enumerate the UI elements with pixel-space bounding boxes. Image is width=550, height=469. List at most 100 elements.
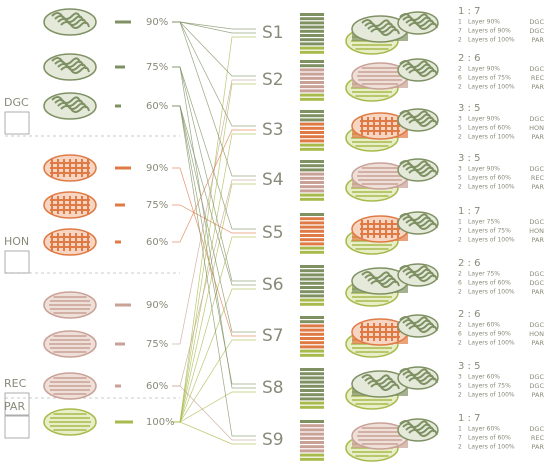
pattern [405, 116, 435, 124]
layer-count: 7 [458, 28, 462, 35]
level-label: 60% [146, 101, 168, 112]
pattern [408, 222, 438, 230]
ratio: 3 : 5 [458, 361, 480, 372]
layer-code: HON [529, 227, 544, 235]
layer-count: 7 [458, 435, 462, 442]
layer-code: DGC [529, 321, 544, 329]
material-icon [4, 415, 30, 439]
layer-strip [300, 160, 324, 163]
pattern [370, 383, 400, 391]
layer-count: 3 [458, 374, 462, 381]
material-label: PAR [4, 400, 25, 413]
layer-strip [300, 72, 324, 76]
layer-strip [300, 345, 324, 349]
connector [172, 66, 256, 230]
layer-count: 2 [458, 392, 462, 399]
layer-code: DGC [529, 65, 544, 73]
sample-label: S9 [262, 430, 284, 450]
pattern [405, 66, 435, 74]
level-label: 75% [146, 339, 168, 350]
layer-strip [300, 436, 324, 440]
layer-strip [300, 372, 324, 376]
pattern [408, 69, 438, 77]
layer-text: Layers of 75% [468, 383, 511, 390]
layer-count: 6 [458, 331, 462, 338]
layer-count: 2 [458, 84, 462, 91]
level-label: 75% [146, 62, 168, 73]
layer-strip [300, 143, 324, 147]
level-label: 100% [146, 417, 175, 428]
layer-text: Layers of 100% [468, 84, 515, 91]
pattern [408, 325, 438, 333]
layer-strip [300, 110, 324, 113]
layer-strip [300, 302, 324, 306]
layer-strip [300, 234, 324, 237]
layer-text: Layer 60% [468, 374, 500, 381]
layer-strip [300, 428, 324, 432]
layer-text: Layer 90% [468, 116, 500, 123]
layer-strip [300, 441, 324, 444]
layer-text: Layers of 100% [468, 134, 515, 141]
layer-strip [300, 131, 324, 134]
pattern [367, 380, 397, 388]
layer-strip [300, 420, 324, 423]
layer-code: DGC [529, 27, 544, 35]
layer-strip [300, 97, 324, 101]
layer-code: DGC [529, 279, 544, 287]
layer-strip [300, 176, 324, 180]
pattern [370, 28, 400, 36]
connector [172, 179, 256, 387]
layer-strip [300, 389, 324, 392]
layer-text: Layers of 90% [468, 28, 511, 35]
ratio: 2 : 6 [458, 309, 480, 320]
layer-text: Layers of 100% [468, 184, 515, 191]
layer-strip [300, 126, 324, 130]
layer-text: Layers of 60% [468, 280, 511, 287]
ratio: 1 : 7 [458, 6, 480, 17]
pattern [405, 166, 435, 174]
connector [172, 79, 256, 345]
pattern [370, 280, 400, 288]
layer-strip [300, 85, 324, 89]
level-label: 60% [146, 381, 168, 392]
layer-strip [300, 122, 324, 126]
layer-strip [300, 397, 324, 401]
connector [172, 421, 256, 445]
layer-text: Layers of 100% [468, 340, 515, 347]
layer-count: 5 [458, 125, 462, 132]
material-label: DGC [4, 96, 29, 109]
layer-strip [300, 135, 324, 139]
ratio: 1 : 7 [458, 413, 480, 424]
pattern [408, 119, 438, 127]
layer-text: Layers of 100% [468, 289, 515, 296]
layer-strip [300, 60, 324, 63]
layer-strip [300, 281, 324, 285]
layer-strip [300, 13, 324, 16]
layer-code: PAR [532, 183, 545, 191]
layer-code: DGC [529, 165, 544, 173]
layer-code: PAR [532, 133, 545, 141]
pattern [60, 66, 90, 74]
layer-code: DGC [529, 425, 544, 433]
layer-text: Layers of 75% [468, 75, 511, 82]
sample-label: S7 [262, 326, 284, 346]
layer-strip [300, 277, 324, 281]
pattern [57, 102, 87, 110]
layer-count: 2 [458, 37, 462, 44]
layer-strip [300, 290, 324, 294]
layer-code: PAR [532, 288, 545, 296]
layer-code: DGC [529, 18, 544, 26]
layer-strip [300, 46, 324, 50]
layer-strip [300, 81, 324, 84]
layer-text: Layer 75% [468, 219, 500, 226]
layer-text: Layers of 75% [468, 228, 511, 235]
layer-strip [300, 445, 324, 449]
layer-strip [300, 238, 324, 242]
layer-strip [300, 139, 324, 143]
layer-text: Layers of 100% [468, 392, 515, 399]
pattern [405, 374, 435, 382]
layer-strip [300, 368, 324, 371]
layer-strip [300, 432, 324, 436]
layer-text: Layer 90% [468, 19, 500, 26]
pattern [408, 22, 438, 30]
